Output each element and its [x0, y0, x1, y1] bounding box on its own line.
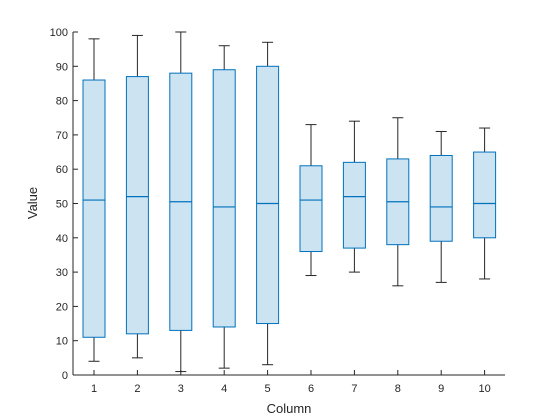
x-tick-label: 9 — [438, 383, 444, 395]
y-tick-label: 80 — [56, 96, 68, 108]
box-iqr — [342, 161, 366, 249]
x-tick-label: 7 — [351, 383, 357, 395]
box-iqr — [429, 154, 453, 242]
x-tick-label: 6 — [308, 383, 314, 395]
y-tick-label: 20 — [56, 301, 68, 313]
y-tick-label: 40 — [56, 233, 68, 245]
y-tick-label: 50 — [56, 199, 68, 211]
box-iqr — [473, 151, 497, 239]
x-tick-label: 10 — [478, 383, 490, 395]
y-tick-label: 90 — [56, 61, 68, 73]
x-tick-label: 5 — [265, 383, 271, 395]
x-ticks: 1 2 3 4 5 6 7 8 9 10 — [91, 370, 491, 395]
box-group — [82, 31, 497, 373]
y-tick-label: 0 — [62, 370, 68, 382]
x-tick-label: 4 — [221, 383, 227, 395]
box-8 — [386, 117, 410, 287]
x-tick-label: 3 — [178, 383, 184, 395]
y-tick-label: 30 — [56, 267, 68, 279]
x-axis-label: Column — [267, 401, 312, 416]
box-6 — [299, 124, 323, 277]
box-iqr — [256, 65, 280, 325]
box-4 — [212, 45, 236, 369]
y-tick-label: 100 — [50, 27, 68, 39]
y-ticks: 0 10 20 30 40 50 60 70 80 90 100 — [50, 27, 78, 382]
x-tick-label: 8 — [395, 383, 401, 395]
box-10 — [473, 127, 497, 280]
y-tick-label: 10 — [56, 336, 68, 348]
y-tick-label: 60 — [56, 164, 68, 176]
x-tick-label: 1 — [91, 383, 97, 395]
box-5 — [256, 41, 280, 366]
box-1 — [82, 38, 106, 362]
box-iqr — [82, 79, 106, 338]
x-tick-label: 2 — [134, 383, 140, 395]
box-7 — [342, 120, 366, 273]
y-axis-label: Value — [25, 187, 40, 219]
box-iqr — [125, 76, 149, 335]
y-tick-label: 70 — [56, 130, 68, 142]
box-3 — [169, 31, 193, 373]
box-9 — [429, 130, 453, 283]
box-iqr — [299, 165, 323, 253]
box-iqr — [212, 69, 236, 328]
box-2 — [125, 34, 149, 359]
